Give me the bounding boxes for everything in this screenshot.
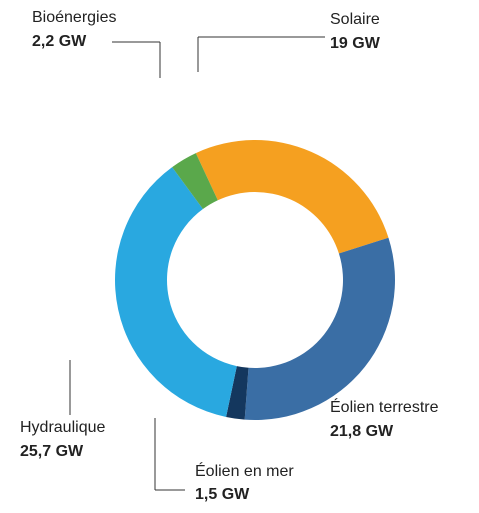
value-label: 2,2 GW	[32, 33, 87, 50]
donut-slice	[244, 237, 395, 420]
value-label: 21,8 GW	[330, 423, 394, 440]
slice-label: Bioénergies	[32, 9, 117, 26]
slice-label: Solaire	[330, 11, 380, 28]
donut-slice	[172, 153, 218, 210]
slice-label: Éolien terrestre	[330, 397, 439, 416]
donut-slice	[115, 167, 237, 417]
value-label: 19 GW	[330, 35, 381, 52]
slice-label: Hydraulique	[20, 419, 105, 436]
value-label: 1,5 GW	[195, 486, 250, 503]
donut-slice	[195, 140, 389, 254]
value-label: 25,7 GW	[20, 443, 84, 460]
donut-slice	[226, 366, 249, 420]
slice-label: Éolien en mer	[195, 461, 294, 480]
